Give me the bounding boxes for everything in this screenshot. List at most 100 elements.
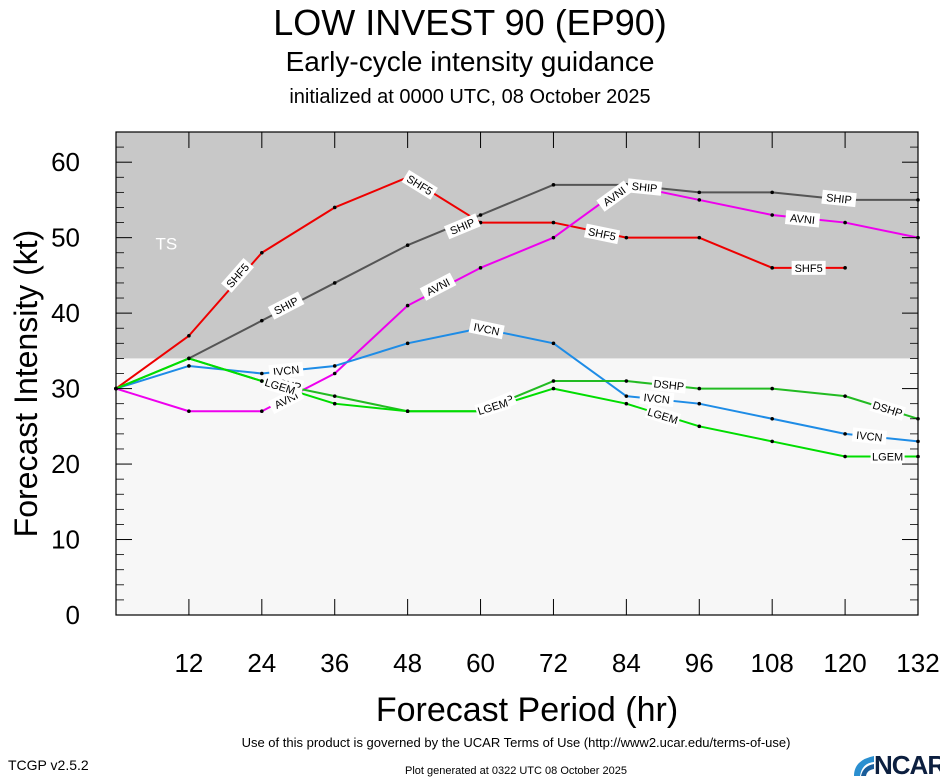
series-label-ship: SHIP bbox=[626, 178, 663, 196]
series-label-bg bbox=[651, 376, 687, 394]
y-tick-label: 20 bbox=[51, 449, 80, 479]
x-tick-label: 120 bbox=[823, 648, 866, 678]
series-label-text: SHF5 bbox=[587, 226, 617, 243]
data-point-ship bbox=[697, 190, 702, 195]
data-point-shf5 bbox=[551, 220, 556, 225]
data-point-shf5 bbox=[624, 235, 629, 240]
data-point-shf5 bbox=[770, 266, 774, 270]
x-tick-label: 84 bbox=[612, 648, 641, 678]
series-label-text: IVCN bbox=[273, 364, 300, 379]
series-label-bg bbox=[639, 389, 675, 408]
series-label-text: DSHP bbox=[653, 378, 685, 393]
series-label-shf5: SHF5 bbox=[583, 223, 621, 245]
data-point-shf5 bbox=[697, 235, 702, 240]
data-point-lgem bbox=[405, 409, 410, 414]
series-label-text: IVCN bbox=[643, 392, 670, 407]
x-tick-label: 72 bbox=[539, 648, 568, 678]
data-point-lgem bbox=[260, 379, 264, 383]
series-label-bg bbox=[784, 210, 821, 228]
data-point-ivcn bbox=[697, 401, 702, 406]
data-point-ivcn bbox=[843, 432, 847, 436]
series-label-bg bbox=[468, 318, 505, 340]
data-point-ivcn bbox=[551, 341, 556, 346]
series-label-bg bbox=[821, 189, 857, 208]
series-label-bg bbox=[419, 272, 457, 301]
terms-of-use-note: Use of this product is governed by the U… bbox=[241, 735, 791, 750]
series-label-bg bbox=[644, 404, 682, 428]
x-tick-label: 12 bbox=[174, 648, 203, 678]
series-label-dshp: DSHP bbox=[651, 376, 687, 394]
series-label-ivcn: IVCN bbox=[851, 427, 888, 445]
series-line-ivcn bbox=[115, 327, 919, 443]
series-label-text: SHF5 bbox=[795, 263, 823, 275]
series-label-bg bbox=[596, 180, 633, 212]
x-tick-label: 96 bbox=[685, 648, 714, 678]
y-tick-label: 30 bbox=[51, 374, 80, 404]
data-point-ivcn bbox=[624, 394, 629, 398]
series-label-bg bbox=[791, 260, 826, 275]
data-point-avni bbox=[187, 409, 191, 414]
ncar-logo: NCAR bbox=[852, 748, 940, 780]
data-point-lgem bbox=[697, 424, 702, 429]
series-label-bg bbox=[851, 427, 888, 445]
data-point-ivcn bbox=[187, 364, 191, 368]
data-point-ship bbox=[260, 318, 264, 323]
series-label-bg bbox=[221, 257, 254, 293]
data-point-dshp bbox=[551, 379, 556, 383]
data-point-ivcn bbox=[405, 341, 410, 346]
series-label-text: SHIP bbox=[826, 192, 853, 207]
series-label-bg bbox=[870, 449, 905, 464]
data-point-ship bbox=[332, 281, 337, 285]
data-point-avni bbox=[405, 303, 410, 308]
data-point-ship bbox=[478, 213, 483, 217]
data-point-avni bbox=[843, 220, 847, 225]
data-point-ivcn bbox=[332, 364, 337, 368]
series-label-bg bbox=[267, 291, 305, 320]
ncar-logo-icon bbox=[854, 756, 874, 776]
x-axis-title: Forecast Period (hr) bbox=[376, 691, 678, 729]
x-tick-label: 108 bbox=[750, 648, 793, 678]
series-label-ivcn: IVCN bbox=[468, 318, 505, 340]
y-tick-label: 40 bbox=[51, 298, 80, 328]
data-point-ship bbox=[405, 243, 410, 248]
data-point-lgem bbox=[187, 356, 191, 361]
data-point-ship bbox=[770, 190, 774, 195]
x-tick-label: 60 bbox=[466, 648, 495, 678]
series-label-lgem: LGEM bbox=[870, 449, 905, 464]
generated-time: Plot generated at 0322 UTC 08 October 20… bbox=[405, 765, 627, 777]
x-tick-label: 48 bbox=[393, 648, 422, 678]
series-label-ivcn: IVCN bbox=[639, 389, 675, 408]
data-point-avni bbox=[332, 371, 337, 376]
data-point-shf5 bbox=[187, 333, 191, 338]
data-point-shf5 bbox=[332, 205, 337, 210]
series-label-bg bbox=[443, 213, 481, 240]
series-label-bg bbox=[626, 178, 663, 196]
series-label-text: LGEM bbox=[872, 452, 903, 464]
data-point-lgem bbox=[770, 439, 774, 444]
data-point-dshp bbox=[770, 386, 774, 391]
y-tick-label: 60 bbox=[51, 147, 80, 177]
data-point-dshp bbox=[332, 394, 337, 398]
ts-band bbox=[116, 132, 918, 359]
data-point-ship bbox=[551, 183, 556, 187]
data-point-ivcn bbox=[260, 371, 264, 376]
data-point-lgem bbox=[843, 454, 847, 459]
x-tick-label: 36 bbox=[320, 648, 349, 678]
data-point-avni bbox=[551, 235, 556, 240]
y-axis-title: Forecast Intensity (kt) bbox=[8, 230, 44, 538]
data-point-dshp bbox=[624, 379, 629, 383]
initialized-time: initialized at 0000 UTC, 08 October 2025 bbox=[289, 86, 651, 108]
series-label-bg bbox=[261, 374, 299, 399]
series-label-bg bbox=[869, 397, 906, 421]
ts-region-label: TS bbox=[155, 235, 177, 254]
data-point-avni bbox=[260, 409, 264, 414]
series-label-text: IVCN bbox=[472, 321, 500, 338]
y-tick-label: 0 bbox=[66, 600, 80, 630]
chart-subtitle: Early-cycle intensity guidance bbox=[285, 46, 655, 77]
series-label-text: IVCN bbox=[856, 430, 883, 445]
y-tick-label: 10 bbox=[51, 525, 80, 555]
data-point-shf5 bbox=[260, 250, 264, 255]
data-point-avni bbox=[697, 198, 702, 202]
series-label-avni: AVNI bbox=[784, 210, 821, 228]
